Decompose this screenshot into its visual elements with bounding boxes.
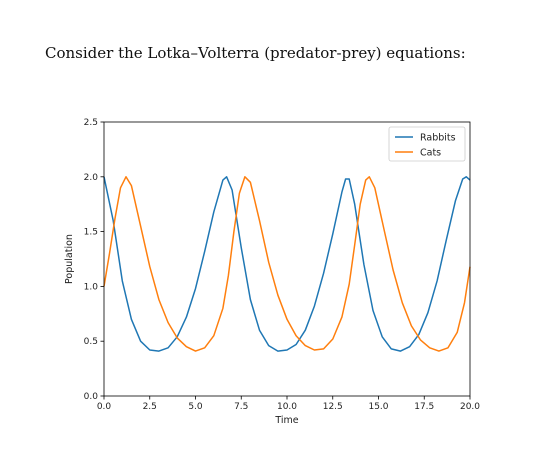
x-tick-label: 0.0 (97, 402, 112, 412)
y-tick-label: 2.5 (84, 118, 98, 128)
y-tick-label: 1.5 (84, 228, 98, 238)
series-line-cats (103, 176, 471, 352)
x-tick-label: 20.0 (460, 402, 480, 412)
y-axis-label: Population (64, 234, 75, 284)
y-tick-label: 1.0 (84, 282, 99, 292)
y-tick-label: 0.5 (84, 337, 98, 347)
caption: Consider the Lotka–Volterra (predator-pr… (45, 44, 466, 62)
x-tick-label: 12.5 (323, 402, 343, 412)
x-tick-label: 17.5 (414, 402, 434, 412)
x-tick-label: 5.0 (188, 402, 203, 412)
series-line-rabbits (103, 176, 471, 352)
x-axis-label: Time (274, 415, 298, 426)
x-tick-label: 15.0 (368, 402, 388, 412)
legend-label: Rabbits (420, 133, 456, 144)
legend: Rabbits Cats (388, 126, 466, 162)
x-tick-label: 7.5 (234, 402, 248, 412)
x-tick-label: 2.5 (143, 402, 157, 412)
plot-frame (103, 121, 471, 397)
legend-label: Cats (420, 148, 441, 159)
y-tick-label: 2.0 (84, 173, 99, 183)
series-lines (103, 176, 471, 352)
axes: 0.0 2.5 5.0 7.5 10.0 12.5 15.0 17.5 20.0 0.0 0.5 1.… (84, 118, 481, 412)
y-tick-label: 0.0 (84, 392, 99, 402)
x-tick-label: 10.0 (277, 402, 297, 412)
